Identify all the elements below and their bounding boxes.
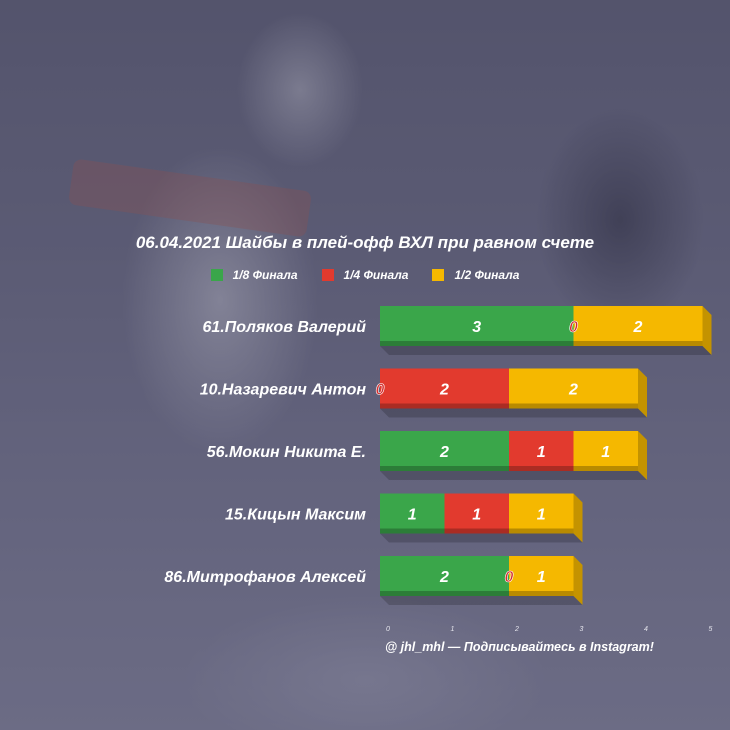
bar-bottom-edge xyxy=(380,528,445,534)
data-label: 0 xyxy=(376,382,385,399)
legend-swatch-1-2 xyxy=(432,269,445,281)
bar-segment xyxy=(380,431,509,471)
bar-bottom-edge xyxy=(509,466,574,471)
bar-bottom-edge xyxy=(573,466,638,471)
bar-segment xyxy=(380,368,509,409)
bar-bottom-edge xyxy=(380,403,509,409)
bar-segment xyxy=(509,556,574,596)
data-label: 2 xyxy=(568,382,578,399)
legend-label-1-8: 1/8 Финала xyxy=(232,268,298,282)
labels-layer: 61.Поляков Валерий 3 0 2 10.Назаревич Антон 0… xyxy=(164,319,643,587)
bar-segment xyxy=(509,431,574,471)
bar-shadow-face xyxy=(380,408,647,418)
bar-bottom-edge xyxy=(380,591,509,596)
legend-swatch-1-4 xyxy=(321,269,334,281)
data-label: 0 xyxy=(569,319,578,336)
bar-shadow-face xyxy=(380,596,583,605)
chart-title: 06.04.2021 Шайбы в плей-офф ВХЛ при равн… xyxy=(135,233,595,252)
data-label: 2 xyxy=(439,382,449,399)
x-tick-label: 3 xyxy=(580,626,584,633)
bar-side-face xyxy=(638,431,647,480)
data-label: 3 xyxy=(472,319,481,336)
legend-label-1-4: 1/4 Финала xyxy=(343,268,409,282)
bar-side-face xyxy=(702,306,712,355)
data-label: 2 xyxy=(633,319,643,336)
data-label: 1 xyxy=(537,507,546,524)
data-label: 1 xyxy=(537,444,546,461)
legend-label-1-2: 1/2 Финала xyxy=(454,268,520,282)
legend-item-1-4: 1/4 Финала xyxy=(321,268,409,282)
bar-bottom-edge xyxy=(509,591,574,596)
legend: 1/8 Финала 1/4 Финала 1/2 Финала xyxy=(0,268,730,282)
x-tick-label: 0 xyxy=(386,626,390,633)
ticks-layer: 0 1 2 3 4 5 xyxy=(386,626,713,633)
bar-segment xyxy=(444,493,509,534)
x-tick-label: 4 xyxy=(644,626,648,633)
category-label: 15.Кицын Максим xyxy=(225,507,366,524)
bar-shadow-face xyxy=(380,471,647,480)
bar-bottom-edge xyxy=(509,403,638,409)
x-tick-label: 2 xyxy=(514,626,519,633)
data-label: 1 xyxy=(537,569,546,586)
bar-bottom-edge xyxy=(380,466,509,471)
legend-item-1-8: 1/8 Финала xyxy=(210,268,298,282)
x-tick-label: 5 xyxy=(709,626,713,633)
bar-shadow-face xyxy=(380,533,583,543)
data-label: 2 xyxy=(439,444,449,461)
bar-bottom-edge xyxy=(509,528,574,534)
bar-segment xyxy=(380,306,574,346)
bar-segment xyxy=(380,556,509,596)
bars-layer xyxy=(380,306,712,605)
bar-segment xyxy=(573,306,703,346)
bar-bottom-edge xyxy=(573,341,703,346)
bar-segment xyxy=(380,493,445,534)
data-label: 1 xyxy=(472,507,481,524)
x-tick-label: 1 xyxy=(451,626,455,633)
category-label: 61.Поляков Валерий xyxy=(203,319,367,336)
bar-shadow-face xyxy=(380,346,712,355)
data-label: 1 xyxy=(601,444,610,461)
instagram-credit: @ jhl_mhl — Подписывайтесь в Instagram! xyxy=(385,640,654,654)
category-label: 56.Мокин Никита Е. xyxy=(207,444,366,461)
category-label: 86.Митрофанов Алексей xyxy=(164,569,366,586)
data-label: 0 xyxy=(505,569,514,586)
bar-segment xyxy=(509,368,638,409)
data-label: 1 xyxy=(408,507,417,524)
bar-segment xyxy=(509,493,574,534)
bar-side-face xyxy=(638,368,647,418)
bar-bottom-edge xyxy=(380,341,574,346)
bar-bottom-edge xyxy=(444,528,509,534)
legend-swatch-1-8 xyxy=(210,269,223,281)
legend-item-1-2: 1/2 Финала xyxy=(432,268,519,282)
data-label: 2 xyxy=(439,569,449,586)
bar-side-face xyxy=(573,493,583,543)
bar-side-face xyxy=(573,556,583,605)
bar-segment xyxy=(573,431,638,471)
category-label: 10.Назаревич Антон xyxy=(200,382,367,399)
